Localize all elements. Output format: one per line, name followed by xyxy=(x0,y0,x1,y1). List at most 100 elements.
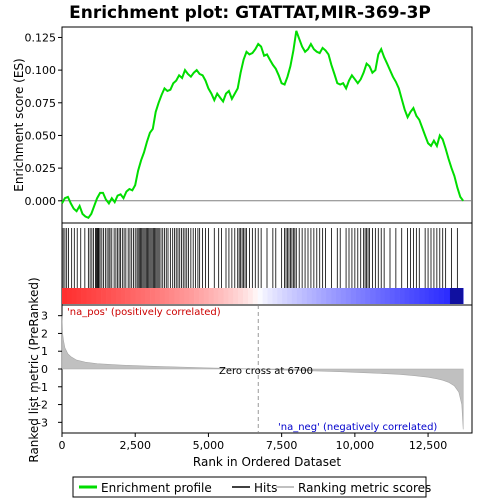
heat-strip-cell xyxy=(252,288,259,304)
heat-strip-cell xyxy=(384,288,391,304)
heat-strip-cell xyxy=(277,288,283,304)
x-tick-label: 5,000 xyxy=(193,439,225,452)
heat-strip-cell xyxy=(296,288,303,304)
heat-strip-cell xyxy=(194,288,200,304)
positive-correlation-label: 'na_pos' (positively correlated) xyxy=(67,307,221,318)
heat-strip-cell xyxy=(360,288,366,304)
es-y-tick-label: 0.025 xyxy=(25,162,57,175)
heat-strip-cell xyxy=(96,288,102,304)
heat-strip-cell xyxy=(419,288,425,304)
heat-strip-cell xyxy=(433,288,440,304)
es-y-tick-label: 0.075 xyxy=(25,97,57,110)
es-y-tick-label: 0.000 xyxy=(25,195,57,208)
x-tick-label: 12,500 xyxy=(409,439,448,452)
heat-strip-cell xyxy=(428,288,435,304)
heat-strip-cell xyxy=(140,288,146,304)
es-y-tick-label: 0.050 xyxy=(25,129,57,142)
heat-strip-cell xyxy=(203,288,210,304)
legend: Enrichment profile Hits Ranking metric s… xyxy=(72,476,431,498)
legend-hits-label: Hits xyxy=(254,481,277,495)
rank-y-tick-label: -2 xyxy=(37,399,48,412)
heat-strip-tail xyxy=(450,288,464,304)
x-tick-label: 10,000 xyxy=(336,439,375,452)
rank-y-tick-label: 3 xyxy=(41,310,48,323)
rank-y-axis-label: Ranked list metric (PreRanked) xyxy=(27,277,41,462)
heat-strip-cell xyxy=(282,288,288,304)
rank-y-axis: 3 2 1 0 -1 -2 -3 xyxy=(37,310,62,429)
heat-strip-cell xyxy=(184,288,190,304)
heat-strip-cell xyxy=(380,288,386,304)
ranking-metric-area xyxy=(61,315,464,430)
legend-profile-label: Enrichment profile xyxy=(101,481,212,495)
heat-strip-cell xyxy=(164,288,170,304)
heat-strip-cell xyxy=(306,288,312,304)
heat-strip-cell xyxy=(321,288,327,304)
heat-strip-cell xyxy=(443,288,449,304)
heat-strip-cell xyxy=(345,288,351,304)
es-y-tick-label: 0.100 xyxy=(25,64,57,77)
heat-strip-cell xyxy=(62,288,68,304)
x-axis-label: Rank in Ordered Dataset xyxy=(193,455,341,469)
heat-strip-cell xyxy=(394,288,400,304)
heat-strip-cell xyxy=(238,288,244,304)
heat-strip-cell xyxy=(159,288,166,304)
heat-strip-cell xyxy=(125,288,131,304)
heat-strip-cell xyxy=(365,288,371,304)
enrichment-profile-line xyxy=(61,30,465,220)
rank-y-tick-label: -1 xyxy=(37,381,48,394)
heat-strip-cell xyxy=(106,288,112,304)
heat-strip-cell xyxy=(76,288,82,304)
heat-strip-cell xyxy=(438,288,444,304)
rank-y-tick-label: 0 xyxy=(41,363,48,376)
chart-title: Enrichment plot: GTATTAT,MIR-369-3P xyxy=(69,3,431,23)
heat-strip-cell xyxy=(130,288,136,304)
heat-strip-cell xyxy=(169,288,175,304)
es-y-tick-label: 0.125 xyxy=(25,31,57,44)
heat-strip-cell xyxy=(404,288,410,304)
heat-strip-cell xyxy=(316,288,322,304)
heat-strip-cell xyxy=(179,288,185,304)
heat-strip-cell xyxy=(223,288,229,304)
heat-strip-cell xyxy=(291,288,298,304)
heat-strip-cell xyxy=(375,288,381,304)
heat-strip-cell xyxy=(150,288,156,304)
heat-strip-cell xyxy=(414,288,420,304)
heat-strip-cell xyxy=(135,288,141,304)
heat-strip-cell xyxy=(267,288,273,304)
ranking-metric-fill xyxy=(61,315,464,430)
heat-strip-cell xyxy=(287,288,293,304)
heat-strip-cell xyxy=(370,288,376,304)
heat-strip-cell xyxy=(199,288,205,304)
x-axis: 0 2,500 5,000 7,500 10,000 12,500 xyxy=(59,433,448,452)
heat-strip-cell xyxy=(228,288,234,304)
heat-strip-cell xyxy=(389,288,396,304)
heat-strip-cell xyxy=(311,288,317,304)
heat-strip-cell xyxy=(91,288,97,304)
heat-strip-cell xyxy=(110,288,117,304)
heat-strip-cell xyxy=(189,288,195,304)
heat-strip-cell xyxy=(145,288,151,304)
heat-strip-cell xyxy=(336,288,342,304)
heat-strip-cell xyxy=(301,288,307,304)
heat-strip-cell xyxy=(340,288,347,304)
heat-strip-cell xyxy=(409,288,415,304)
heat-strip-cell xyxy=(213,288,219,304)
heat-strip-cell xyxy=(120,288,126,304)
heat-strip-cell xyxy=(101,288,107,304)
rank-heat-strip xyxy=(62,288,464,304)
rank-y-tick-label: 2 xyxy=(41,327,48,340)
heat-strip-cell xyxy=(66,288,73,304)
heat-strip-cell xyxy=(174,288,180,304)
es-y-axis: 0.000 0.025 0.050 0.075 0.100 0.125 xyxy=(25,31,62,208)
x-tick-label: 0 xyxy=(59,439,66,452)
x-tick-label: 7,500 xyxy=(266,439,298,452)
heat-strip-cell xyxy=(272,288,278,304)
negative-correlation-label: 'na_neg' (negatively correlated) xyxy=(278,422,437,433)
heat-strip-cell xyxy=(218,288,224,304)
heat-strip-cell xyxy=(71,288,77,304)
heat-strip-cell xyxy=(247,288,254,304)
heat-strip-cell xyxy=(208,288,214,304)
heat-strip-cell xyxy=(154,288,161,304)
legend-metric-label: Ranking metric scores xyxy=(298,481,431,495)
